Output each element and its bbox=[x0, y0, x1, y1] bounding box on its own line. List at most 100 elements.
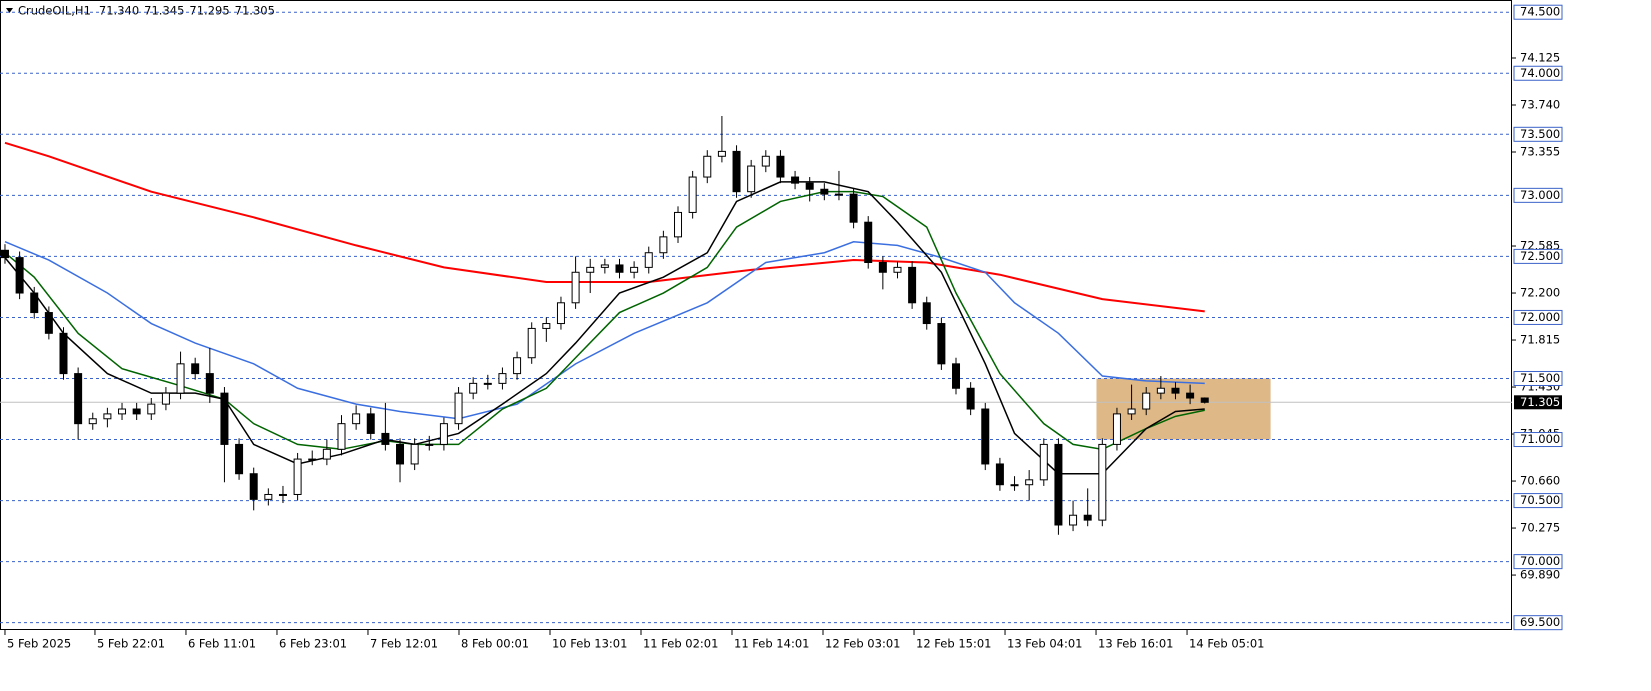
candle-body bbox=[937, 323, 946, 365]
candle-body bbox=[366, 413, 375, 434]
candle-body bbox=[893, 266, 902, 273]
candle-body bbox=[644, 252, 653, 268]
header-arrow bbox=[6, 8, 13, 13]
candle-body bbox=[147, 403, 156, 415]
candle-body bbox=[74, 373, 83, 425]
candle-body bbox=[1069, 514, 1078, 526]
level-label-box bbox=[1513, 493, 1563, 509]
header-value: 71.340 bbox=[99, 4, 139, 18]
candle-body bbox=[103, 413, 112, 420]
candle-body bbox=[498, 373, 507, 384]
candle-body bbox=[981, 408, 990, 465]
candle-body bbox=[922, 302, 931, 325]
x-tick-label: 5 Feb 22:01 bbox=[97, 637, 165, 651]
x-tick-label: 14 Feb 05:01 bbox=[1189, 637, 1264, 651]
x-tick-label: 10 Feb 13:01 bbox=[552, 637, 627, 651]
candle-body bbox=[776, 155, 785, 178]
current-price-box bbox=[1514, 395, 1562, 410]
x-tick-label: 11 Feb 14:01 bbox=[734, 637, 809, 651]
candle-body bbox=[293, 458, 302, 495]
level-label: 72.500 bbox=[1520, 249, 1560, 263]
level-label-box bbox=[1513, 187, 1563, 203]
level-label-box bbox=[1513, 615, 1563, 631]
candle-body bbox=[1186, 392, 1195, 399]
candle-body bbox=[205, 373, 214, 394]
level-label: 73.000 bbox=[1520, 188, 1560, 202]
level-label-box bbox=[1513, 554, 1563, 570]
level-label-box bbox=[1513, 4, 1563, 20]
y-tick-label: 73.355 bbox=[1520, 145, 1560, 159]
level-label-box bbox=[1513, 65, 1563, 81]
level-label: 70.500 bbox=[1520, 493, 1560, 507]
x-tick-label: 11 Feb 02:01 bbox=[643, 637, 718, 651]
candle-body bbox=[586, 266, 595, 273]
x-tick-label: 8 Feb 00:01 bbox=[461, 637, 529, 651]
candle-body bbox=[513, 357, 522, 375]
candle-body bbox=[1200, 397, 1209, 403]
level-label-box bbox=[1513, 126, 1563, 142]
candle-body bbox=[1156, 387, 1165, 394]
candle-body bbox=[600, 264, 609, 268]
candle-body bbox=[278, 493, 287, 496]
candle-body bbox=[659, 236, 668, 254]
candle-body bbox=[439, 423, 448, 445]
y-tick-label: 71.815 bbox=[1520, 333, 1560, 347]
symbol: CrudeOIL,H1 bbox=[18, 4, 91, 18]
candle-body bbox=[1054, 443, 1063, 526]
moving-average bbox=[4, 181, 1205, 475]
candle-body bbox=[15, 257, 24, 294]
candle-body bbox=[995, 463, 1004, 486]
candle-body bbox=[556, 302, 565, 325]
candle-body bbox=[454, 392, 463, 425]
level-label: 71.500 bbox=[1520, 371, 1560, 385]
candle-body bbox=[469, 382, 478, 394]
x-tick-label: 12 Feb 03:01 bbox=[825, 637, 900, 651]
candle-body bbox=[118, 408, 127, 415]
candle-body bbox=[703, 155, 712, 178]
candle-body bbox=[44, 312, 53, 334]
level-label: 73.500 bbox=[1520, 127, 1560, 141]
candle-body bbox=[527, 327, 536, 359]
candle-body bbox=[1039, 443, 1048, 481]
candle-body bbox=[410, 443, 419, 465]
candle-body bbox=[717, 150, 726, 157]
candle-body bbox=[425, 443, 434, 446]
candle-body bbox=[732, 150, 741, 193]
level-label-box bbox=[1513, 248, 1563, 264]
candle-body bbox=[191, 363, 200, 375]
level-label: 71.000 bbox=[1520, 432, 1560, 446]
y-tick-label: 72.200 bbox=[1520, 286, 1560, 300]
y-tick-label: 70.275 bbox=[1520, 521, 1560, 535]
y-tick-label: 69.890 bbox=[1520, 568, 1560, 582]
moving-average bbox=[4, 190, 1205, 451]
current-price-label: 71.305 bbox=[1520, 395, 1560, 409]
moving-average bbox=[4, 240, 1205, 420]
candle-body bbox=[864, 221, 873, 264]
candle-body bbox=[483, 382, 492, 385]
candle-body bbox=[352, 413, 361, 425]
candle-body bbox=[1142, 392, 1151, 410]
x-tick-label: 5 Feb 2025 bbox=[7, 637, 71, 651]
x-tick-label: 6 Feb 23:01 bbox=[279, 637, 347, 651]
candle-body bbox=[747, 165, 756, 193]
candle-body bbox=[1127, 408, 1136, 415]
level-label: 70.000 bbox=[1520, 554, 1560, 568]
candle-body bbox=[674, 211, 683, 238]
candle-body bbox=[337, 423, 346, 450]
level-label: 72.000 bbox=[1520, 310, 1560, 324]
candle-body bbox=[820, 188, 829, 195]
header-value: 71.345 bbox=[144, 4, 184, 18]
candle-body bbox=[1010, 484, 1019, 487]
candle-body bbox=[235, 443, 244, 475]
level-label-box bbox=[1513, 309, 1563, 325]
level-label: 74.500 bbox=[1520, 5, 1560, 19]
candle-body bbox=[0, 249, 9, 259]
candle-body bbox=[1083, 514, 1092, 521]
zone bbox=[1096, 378, 1271, 440]
candle-body bbox=[249, 473, 258, 500]
candle-body bbox=[571, 271, 580, 304]
candle-body bbox=[1112, 413, 1121, 445]
candle-body bbox=[396, 443, 405, 465]
candle-body bbox=[1025, 479, 1034, 486]
